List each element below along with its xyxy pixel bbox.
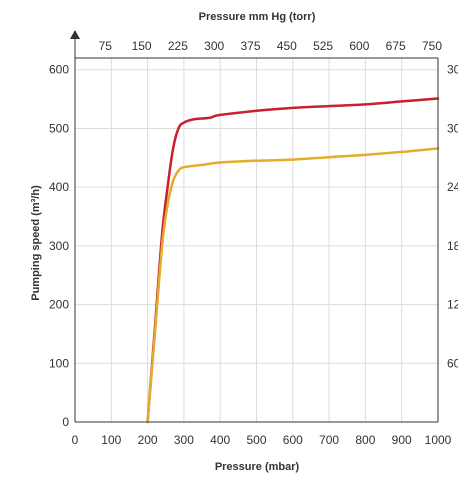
top-tick-label: 600 [349,39,369,53]
right-tick-label: 24 [447,180,458,194]
right-tick-label: 30 [447,121,458,135]
right-tick-label: 60 [447,356,458,370]
frame-layer [70,30,439,423]
x-tick-label: 400 [210,433,230,447]
y-axis-arrow-icon [70,30,80,39]
series-line [146,97,440,424]
x-tick-label: 700 [319,433,339,447]
x-tick-label: 200 [138,433,158,447]
x-tick-label: 1000 [425,433,452,447]
right-tick-label: 12 [447,298,458,312]
y-axis-title: Pumping speed (m³/h) [30,185,42,301]
top-axis-title: Pressure mm Hg (torr) [199,11,316,23]
top-tick-label: 150 [132,39,152,53]
y-tick-label: 300 [49,239,69,253]
top-tick-label: 375 [240,39,260,53]
right-tick-label: 18 [447,239,458,253]
x-tick-label: 500 [246,433,266,447]
top-tick-label: 450 [277,39,297,53]
x-tick-label: 800 [355,433,375,447]
top-tick-label: 675 [386,39,406,53]
series-layer [146,97,440,424]
x-tick-label: 0 [72,433,79,447]
grid-layer [75,58,438,422]
label-layer: Pressure mm Hg (torr) Pressure (mbar) Pu… [30,11,458,473]
top-tick-label: 750 [422,39,442,53]
series-line [146,147,440,424]
y-tick-label: 200 [49,298,69,312]
y-tick-label: 500 [49,121,69,135]
top-tick-label: 75 [99,39,113,53]
x-tick-label: 900 [392,433,412,447]
right-tick-label: 30 [447,63,458,77]
x-tick-label: 100 [101,433,121,447]
y-tick-label: 600 [49,63,69,77]
y-tick-label: 100 [49,356,69,370]
top-tick-label: 225 [168,39,188,53]
y-tick-label: 0 [62,415,69,429]
top-tick-label: 300 [204,39,224,53]
top-tick-label: 525 [313,39,333,53]
y-tick-label: 400 [49,180,69,194]
x-tick-label: 300 [174,433,194,447]
x-tick-label: 600 [283,433,303,447]
x-axis-title: Pressure (mbar) [215,461,300,473]
